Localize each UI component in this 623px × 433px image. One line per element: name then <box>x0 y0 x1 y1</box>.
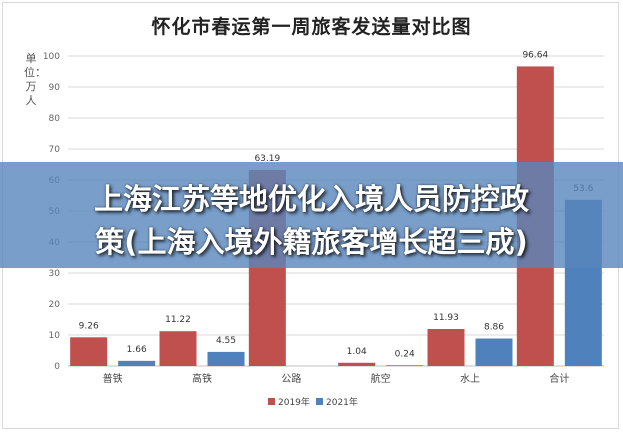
data-label: 1.66 <box>127 345 147 355</box>
bar-2019年-普铁 <box>70 337 108 366</box>
bar-2021年-高铁 <box>207 351 245 366</box>
y-tick-label: 90 <box>49 83 61 93</box>
x-tick-label: 航空 <box>371 372 391 385</box>
x-tick-label: 水上 <box>460 373 480 385</box>
data-label: 96.64 <box>522 50 548 60</box>
y-tick-label: 80 <box>49 114 61 124</box>
bar-2021年-航空 <box>386 365 424 366</box>
legend-swatch <box>268 398 275 405</box>
bar-2019年-高铁 <box>159 331 197 366</box>
y-tick-label: 0 <box>54 362 60 372</box>
data-label: 11.93 <box>433 313 459 323</box>
y-tick-label: 20 <box>49 300 61 310</box>
y-tick-label: 100 <box>43 52 60 62</box>
bar-2021年-普铁 <box>118 360 156 366</box>
data-label: 1.04 <box>347 347 367 357</box>
headline-banner: 上海江苏等地优化入境人员防控政 策(上海入境外籍旅客增长超三成) <box>0 162 623 268</box>
headline-line-1: 上海江苏等地优化入境人员防控政 <box>93 182 529 216</box>
headline-line-2: 策(上海入境外籍旅客增长超三成) <box>95 225 528 259</box>
data-label: 63.19 <box>254 154 280 164</box>
data-label: 9.26 <box>79 321 99 331</box>
legend-swatch <box>316 398 323 405</box>
y-tick-label: 10 <box>49 331 61 341</box>
legend-label: 2019年 <box>278 396 310 408</box>
bar-2019年-航空 <box>338 362 376 366</box>
x-tick-label: 普铁 <box>103 372 123 385</box>
x-tick-label: 合计 <box>549 372 569 385</box>
data-label: 8.86 <box>484 323 504 333</box>
x-tick-label: 公路 <box>281 372 301 385</box>
x-tick-label: 高铁 <box>192 372 212 385</box>
y-tick-label: 70 <box>49 145 61 155</box>
bar-2019年-水上 <box>427 329 465 366</box>
data-label: 4.55 <box>216 336 236 346</box>
y-tick-label: 30 <box>49 269 61 279</box>
legend-label: 2021年 <box>326 396 358 408</box>
bar-2021年-水上 <box>475 338 513 366</box>
data-label: 11.22 <box>165 315 191 325</box>
chart-title: 怀化市春运第一周旅客发送量对比图 <box>151 16 472 38</box>
data-label: 0.24 <box>395 349 415 359</box>
